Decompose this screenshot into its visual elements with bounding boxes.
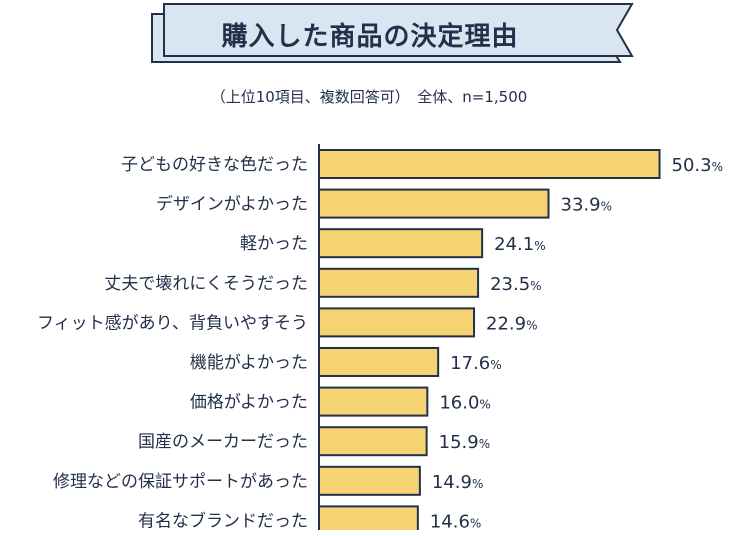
value-label: 14.9% (432, 472, 483, 493)
category-label: フィット感があり、背負いやすそう (37, 313, 308, 333)
category-label: 子どもの好きな色だった (121, 155, 308, 175)
chart-title: 購入した商品の決定理由 (221, 22, 519, 52)
category-label: 修理などの保証サポートがあった (53, 472, 308, 492)
value-label: 22.9% (486, 313, 537, 334)
value-label: 17.6% (450, 353, 501, 374)
title-banner (151, 3, 634, 63)
bar (318, 465, 421, 496)
category-label: デザインがよかった (156, 194, 308, 215)
bar (318, 188, 550, 219)
category-label: 有名なブランドだった (138, 510, 308, 530)
bar (318, 267, 480, 298)
category-label: 国産のメーカーだった (138, 432, 308, 452)
bar (318, 228, 484, 259)
category-label: 丈夫で壊れにくそうだった (104, 274, 308, 294)
chart-subtitle: （上位10項目、複数回答可） 全体、n=1,500 (210, 88, 528, 106)
value-label: 50.3% (672, 155, 723, 176)
bar (318, 386, 429, 417)
category-label: 機能がよかった (190, 353, 308, 373)
value-label: 24.1% (494, 234, 545, 255)
bar (318, 505, 419, 530)
bar (318, 426, 428, 457)
value-label: 15.9% (439, 432, 490, 453)
bar (318, 347, 440, 377)
category-label: 価格がよかった (190, 393, 308, 413)
category-label: 軽かった (240, 234, 308, 254)
bar-chart: 子どもの好きな色だった 50.3% デザインがよかった 33.9% 軽かった 24.1% 丈… (37, 144, 723, 530)
value-label: 33.9% (561, 195, 612, 216)
bar (318, 307, 476, 338)
value-label: 14.6% (430, 511, 481, 530)
value-label: 23.5% (490, 274, 541, 295)
bar (318, 149, 661, 179)
value-label: 16.0% (439, 393, 490, 414)
